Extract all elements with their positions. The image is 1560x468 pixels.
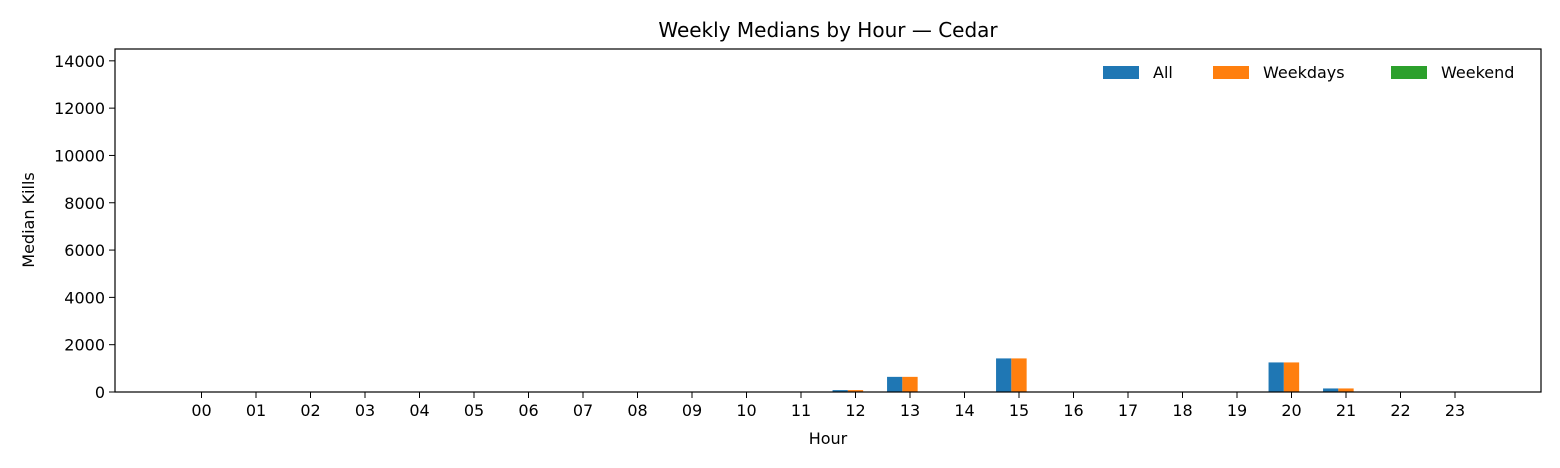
x-tick-label: 01 <box>246 401 266 420</box>
y-tick-label: 14000 <box>54 52 105 71</box>
bar-all-15 <box>996 358 1012 392</box>
bar-weekdays-13 <box>902 376 918 392</box>
legend-label-all: All <box>1153 63 1173 82</box>
x-axis-label: Hour <box>809 429 848 448</box>
bar-weekdays-12 <box>847 390 864 392</box>
bar-weekdays-20 <box>1283 362 1300 392</box>
x-tick-label: 00 <box>191 401 211 420</box>
x-tick-label: 06 <box>518 401 538 420</box>
legend-label-weekdays: Weekdays <box>1263 63 1345 82</box>
x-tick-label: 05 <box>464 401 484 420</box>
x-tick-label: 04 <box>409 401 429 420</box>
y-tick-label: 2000 <box>64 336 105 355</box>
y-tick-label: 8000 <box>64 194 105 213</box>
y-tick-label: 4000 <box>64 288 105 307</box>
y-axis: 0 2000 4000 6000 8000 10000 12000 14000 <box>54 52 115 402</box>
x-tick-label: 23 <box>1445 401 1465 420</box>
x-tick-label: 14 <box>954 401 974 420</box>
x-tick-label: 19 <box>1227 401 1247 420</box>
x-tick-label: 16 <box>1063 401 1083 420</box>
x-axis: 00 01 02 03 04 05 06 07 08 09 10 11 12 13 14 15 16 17 18 19… <box>191 392 1465 420</box>
x-tick-label: 11 <box>791 401 811 420</box>
bars <box>832 358 1354 392</box>
y-tick-label: 10000 <box>54 146 105 165</box>
legend-swatch-weekdays <box>1213 66 1249 79</box>
x-tick-label: 20 <box>1281 401 1301 420</box>
x-tick-label: 07 <box>573 401 593 420</box>
y-axis-label: Median Kills <box>19 172 38 267</box>
x-tick-label: 18 <box>1172 401 1192 420</box>
bar-all-21 <box>1323 388 1339 392</box>
x-tick-label: 17 <box>1118 401 1138 420</box>
x-tick-label: 22 <box>1390 401 1410 420</box>
x-tick-label: 09 <box>682 401 702 420</box>
bar-all-12 <box>832 390 848 392</box>
x-tick-label: 10 <box>736 401 756 420</box>
legend: All Weekdays Weekend <box>1103 63 1514 82</box>
legend-swatch-weekend <box>1391 66 1427 79</box>
y-tick-label: 6000 <box>64 241 105 260</box>
x-tick-label: 21 <box>1336 401 1356 420</box>
chart-title: Weekly Medians by Hour — Cedar <box>658 18 998 42</box>
bar-all-13 <box>887 376 903 392</box>
bar-weekdays-15 <box>1011 358 1027 392</box>
y-tick-label: 12000 <box>54 99 105 118</box>
bar-all-20 <box>1268 362 1284 392</box>
x-tick-label: 12 <box>845 401 865 420</box>
x-tick-label: 03 <box>355 401 375 420</box>
bar-weekdays-21 <box>1338 388 1354 392</box>
y-tick-label: 0 <box>95 383 105 402</box>
plot-frame <box>114 48 1542 393</box>
x-tick-label: 15 <box>1009 401 1029 420</box>
legend-label-weekend: Weekend <box>1441 63 1514 82</box>
x-tick-label: 02 <box>300 401 320 420</box>
x-tick-label: 08 <box>627 401 647 420</box>
legend-swatch-all <box>1103 66 1139 79</box>
x-tick-label: 13 <box>900 401 920 420</box>
